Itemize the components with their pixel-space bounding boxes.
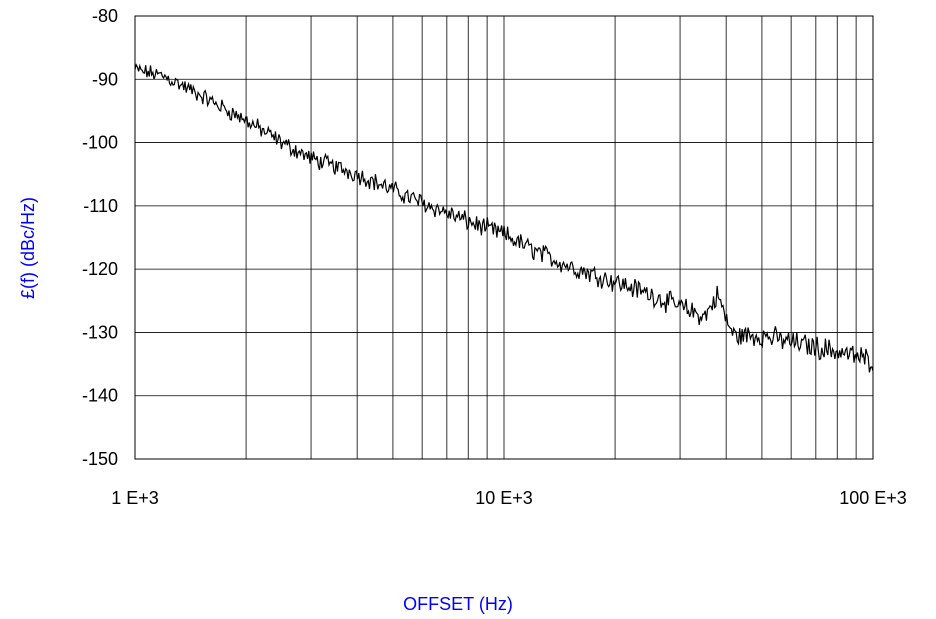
y-tick-label: -90 xyxy=(92,69,118,89)
y-tick-labels: -80 -90 -100 -110 -120 -130 -140 -150 xyxy=(82,6,118,469)
x-tick-labels: 1 E+3 10 E+3 100 E+3 xyxy=(111,488,907,508)
x-axis-title: OFFSET (Hz) xyxy=(403,594,513,614)
x-tick-label: 100 E+3 xyxy=(839,488,907,508)
y-tick-label: -110 xyxy=(83,196,118,216)
y-tick-label: -130 xyxy=(82,322,118,342)
x-tick-label: 1 E+3 xyxy=(111,488,159,508)
y-tick-label: -100 xyxy=(82,133,118,153)
y-tick-label: -120 xyxy=(82,259,118,279)
y-tick-label: -150 xyxy=(82,449,118,469)
x-tick-label: 10 E+3 xyxy=(475,488,533,508)
y-axis-title: £(f) (dBc/Hz) xyxy=(18,197,38,299)
y-tick-label: -80 xyxy=(92,6,118,26)
phase-noise-line xyxy=(134,63,874,373)
plot-frame xyxy=(134,15,874,460)
grid-lines xyxy=(135,16,873,459)
y-tick-label: -140 xyxy=(82,386,118,406)
